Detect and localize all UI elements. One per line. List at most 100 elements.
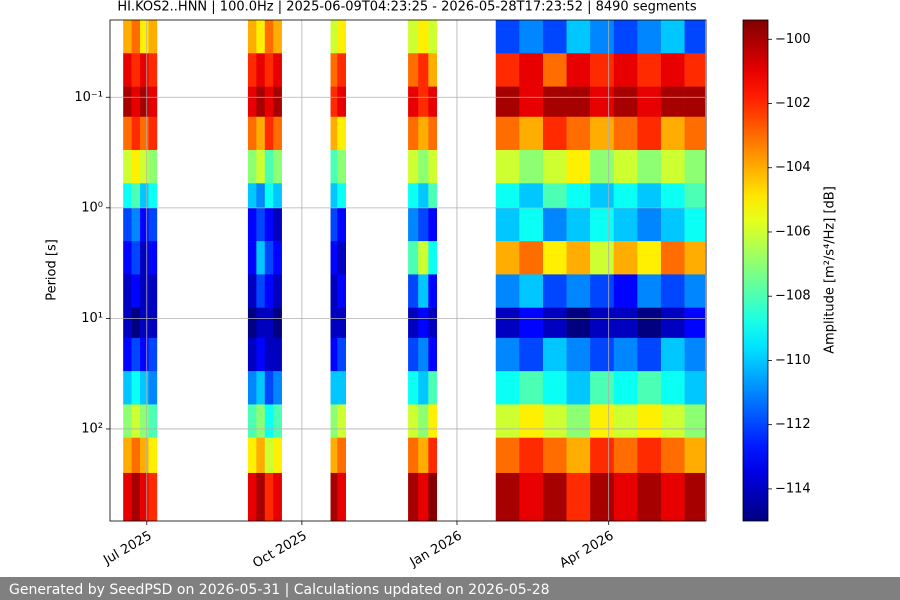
heat-cell bbox=[542, 404, 567, 439]
heat-cell bbox=[273, 183, 282, 209]
heat-cell bbox=[613, 241, 638, 275]
heat-cell bbox=[140, 183, 149, 209]
colorbar-label: Amplitude [m²/s⁴/Hz] [dB] bbox=[823, 186, 838, 354]
heat-cell bbox=[264, 150, 274, 184]
heat-cell bbox=[428, 437, 438, 474]
heat-cell bbox=[566, 53, 591, 87]
heat-cell bbox=[273, 150, 282, 184]
heat-cell bbox=[542, 207, 567, 242]
heat-cell bbox=[684, 20, 706, 54]
heat-cell bbox=[418, 307, 429, 339]
heat-cell bbox=[247, 274, 257, 308]
heat-cell bbox=[247, 371, 257, 405]
heat-cell bbox=[566, 472, 591, 522]
heat-cell bbox=[273, 241, 282, 275]
heat-cell bbox=[519, 371, 544, 405]
heat-cell bbox=[418, 86, 429, 118]
heat-cell bbox=[637, 241, 662, 275]
heat-cell bbox=[660, 116, 685, 151]
heat-cell bbox=[123, 20, 132, 54]
heat-cell bbox=[264, 274, 274, 308]
heat-cell bbox=[637, 472, 662, 522]
heat-cell bbox=[408, 371, 419, 405]
heat-cell bbox=[273, 404, 282, 439]
y-tick-label: 10⁰ bbox=[81, 200, 103, 215]
heat-cell bbox=[256, 116, 266, 151]
heat-cell bbox=[330, 53, 338, 87]
heat-cell bbox=[330, 116, 338, 151]
heat-cell bbox=[264, 116, 274, 151]
heat-cell bbox=[131, 86, 141, 118]
colorbar bbox=[742, 19, 769, 522]
heat-cell bbox=[337, 20, 347, 54]
heat-cell bbox=[519, 20, 544, 54]
colorbar-tick-label: −104 bbox=[775, 160, 811, 175]
heat-cell bbox=[337, 241, 347, 275]
heat-cell bbox=[590, 53, 615, 87]
heat-cell bbox=[408, 53, 419, 87]
heat-cell bbox=[613, 207, 638, 242]
heat-cell bbox=[330, 307, 338, 339]
heat-cell bbox=[637, 86, 662, 118]
heat-cell bbox=[247, 307, 257, 339]
heat-cell bbox=[337, 437, 347, 474]
heat-cell bbox=[264, 404, 274, 439]
heat-cell bbox=[590, 20, 615, 54]
heat-cell bbox=[131, 207, 141, 242]
heat-cell bbox=[123, 150, 132, 184]
heat-cell bbox=[495, 371, 520, 405]
heat-cell bbox=[566, 404, 591, 439]
x-tick-label: Jan 2026 bbox=[407, 529, 465, 571]
heat-cell bbox=[256, 207, 266, 242]
heat-cell bbox=[542, 116, 567, 151]
heat-cell bbox=[123, 371, 132, 405]
heat-cell bbox=[566, 371, 591, 405]
heat-cell bbox=[684, 472, 706, 522]
heat-cell bbox=[428, 241, 438, 275]
heat-cell bbox=[408, 307, 419, 339]
heat-cell bbox=[590, 337, 615, 372]
heat-cell bbox=[140, 307, 149, 339]
heat-cell bbox=[273, 337, 282, 372]
heat-cell bbox=[418, 150, 429, 184]
heat-cell bbox=[264, 86, 274, 118]
heat-cell bbox=[256, 307, 266, 339]
heat-cell bbox=[519, 183, 544, 209]
heat-cell bbox=[131, 337, 141, 372]
colorbar-tick-label: −112 bbox=[775, 417, 811, 432]
heat-cell bbox=[123, 274, 132, 308]
heat-cell bbox=[428, 207, 438, 242]
heat-cell bbox=[428, 371, 438, 405]
y-tick-label: 10⁻¹ bbox=[74, 90, 103, 105]
heat-cell bbox=[337, 150, 347, 184]
heat-cell bbox=[495, 241, 520, 275]
heat-cell bbox=[247, 20, 257, 54]
heat-cell bbox=[637, 437, 662, 474]
heat-cell bbox=[495, 20, 520, 54]
heat-cell bbox=[330, 274, 338, 308]
heat-cell bbox=[428, 116, 438, 151]
heat-cell bbox=[418, 183, 429, 209]
heat-cell bbox=[140, 20, 149, 54]
heat-cell bbox=[428, 404, 438, 439]
heat-cell bbox=[566, 116, 591, 151]
heat-cell bbox=[428, 307, 438, 339]
heat-cell bbox=[140, 437, 149, 474]
heat-cell bbox=[684, 207, 706, 242]
heat-cell bbox=[264, 183, 274, 209]
heat-cell bbox=[613, 371, 638, 405]
heat-cell bbox=[613, 150, 638, 184]
heat-cell bbox=[542, 53, 567, 87]
heat-cell bbox=[330, 20, 338, 54]
plot-frame bbox=[109, 19, 707, 522]
heat-cell bbox=[123, 404, 132, 439]
heat-cell bbox=[684, 437, 706, 474]
heat-cell bbox=[542, 437, 567, 474]
heat-cell bbox=[273, 307, 282, 339]
heat-cell bbox=[418, 371, 429, 405]
heat-cell bbox=[131, 150, 141, 184]
heat-cell bbox=[131, 404, 141, 439]
heat-cell bbox=[684, 371, 706, 405]
heat-cell bbox=[247, 404, 257, 439]
heat-cell bbox=[408, 437, 419, 474]
